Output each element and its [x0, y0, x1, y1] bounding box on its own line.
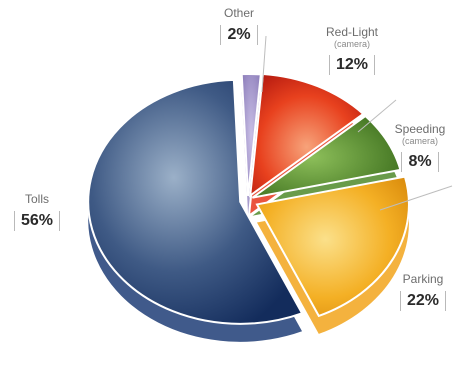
- slice-tolls: [87, 78, 304, 325]
- slice-speeding: [251, 114, 402, 199]
- label-red-light: Red-Light (camera) 12%: [300, 25, 404, 75]
- leader-line-2: [379, 185, 453, 211]
- label-speeding-sub: (camera): [401, 136, 438, 146]
- label-red-light-sub: (camera): [333, 39, 370, 49]
- label-speeding-value: 8%: [401, 152, 439, 172]
- label-red-light-name: Red-Light: [325, 25, 379, 39]
- leader-line-0: [261, 35, 267, 93]
- label-parking: Parking 22%: [394, 272, 452, 311]
- leader-line-1: [357, 99, 397, 133]
- label-other-value: 2%: [220, 25, 258, 45]
- label-speeding-name: Speeding: [394, 122, 446, 136]
- label-red-light-value: 12%: [328, 55, 376, 75]
- slice-parking: [255, 175, 410, 318]
- label-speeding: Speeding (camera) 8%: [388, 122, 452, 172]
- label-parking-name: Parking: [402, 272, 444, 286]
- label-tolls: Tolls 56%: [4, 192, 70, 231]
- label-other-name: Other: [223, 6, 254, 20]
- slice-red-light: [248, 72, 365, 198]
- label-tolls-name: Tolls: [24, 192, 49, 206]
- label-other: Other 2%: [204, 6, 274, 45]
- slice-other: [240, 73, 262, 197]
- label-parking-value: 22%: [399, 291, 447, 311]
- label-tolls-value: 56%: [13, 211, 61, 231]
